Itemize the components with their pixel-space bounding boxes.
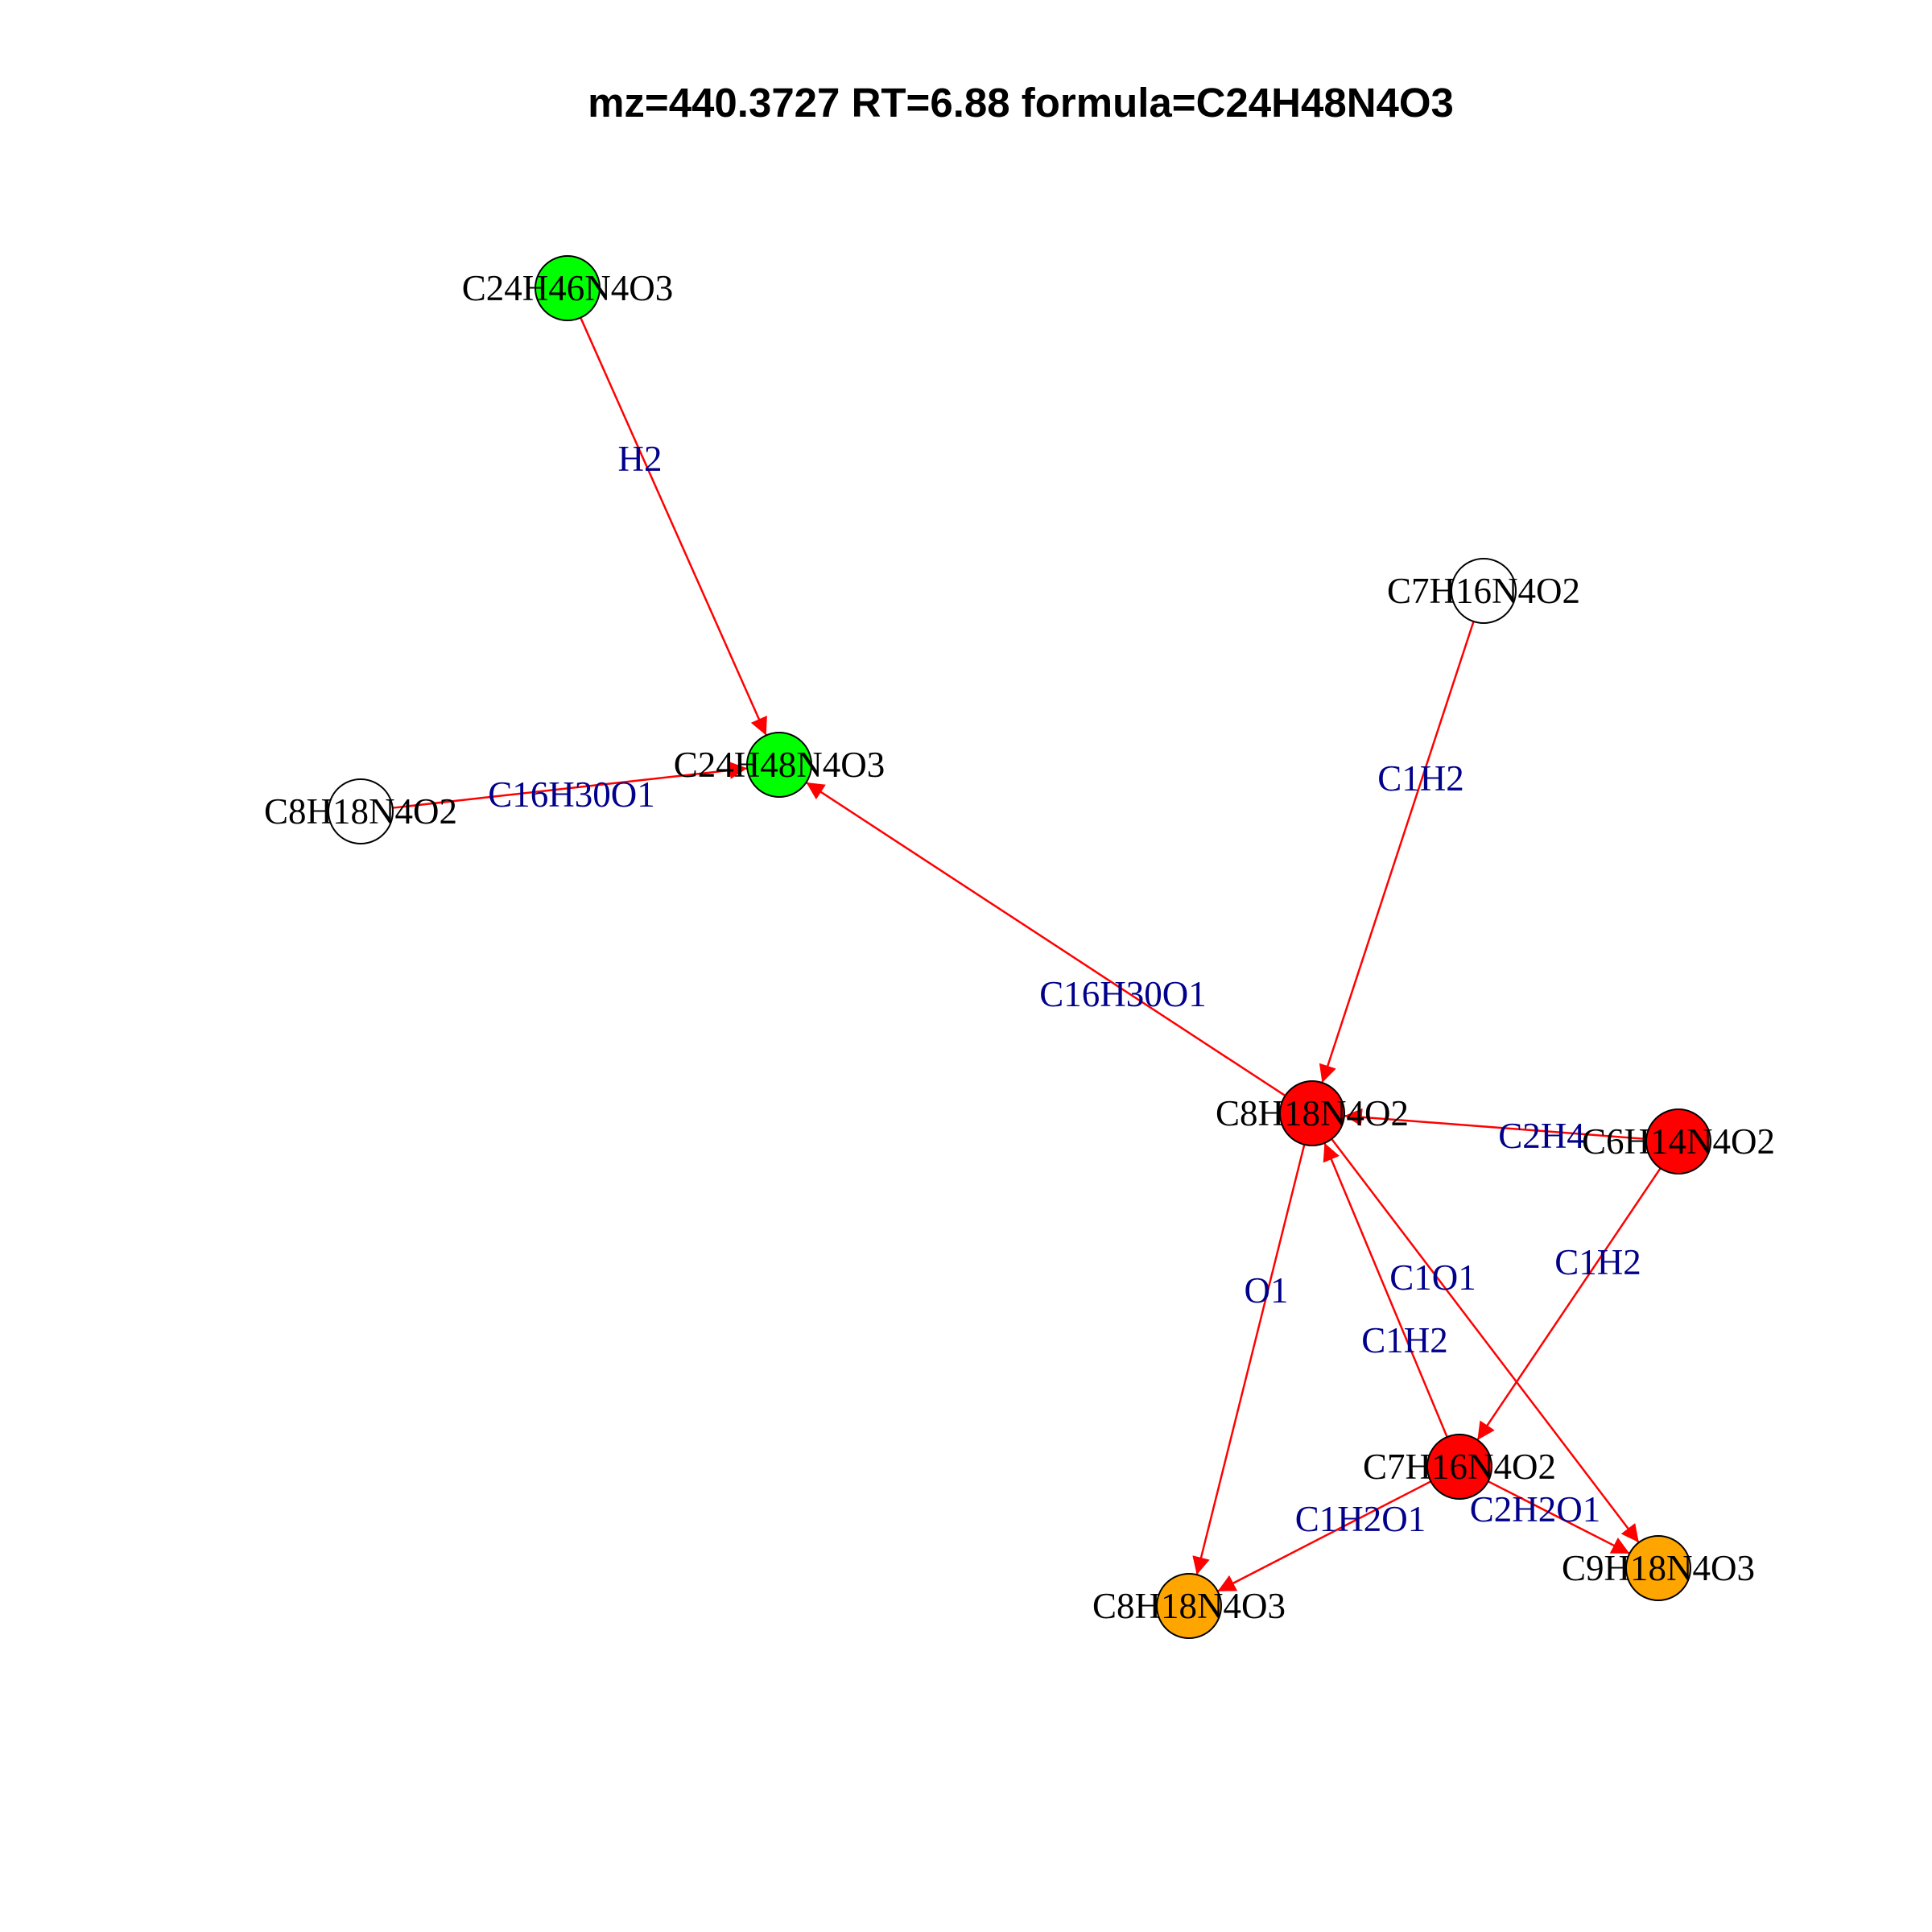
node-circle — [1426, 1434, 1492, 1500]
node-n8[interactable]: C8H18N4O3 — [1092, 1573, 1286, 1639]
edge-label: C1H2 — [1361, 1320, 1448, 1360]
node-n2[interactable]: C24H48N4O3 — [674, 732, 886, 798]
node-label: C8H18N4O2 — [1216, 1093, 1409, 1133]
node-circle — [1645, 1108, 1711, 1174]
node-n1[interactable]: C24H46N4O3 — [462, 255, 674, 321]
edge-label: C16H30O1 — [488, 774, 655, 815]
edge-n5-n8 — [1192, 1144, 1306, 1575]
node-label: C7H16N4O2 — [1387, 571, 1580, 611]
node-n7[interactable]: C7H16N4O2 — [1363, 1434, 1556, 1500]
node-n4[interactable]: C7H16N4O2 — [1387, 558, 1580, 624]
node-label: C24H48N4O3 — [674, 745, 886, 785]
node-label: C9H18N4O3 — [1562, 1548, 1755, 1588]
diagram-title: mz=440.3727 RT=6.88 formula=C24H48N4O3 — [588, 80, 1454, 126]
node-circle — [1451, 558, 1517, 624]
edge-n7-n9 — [1488, 1480, 1630, 1554]
node-circle — [746, 732, 812, 798]
node-circle — [535, 255, 601, 321]
node-n3[interactable]: C8H18N4O2 — [264, 778, 457, 844]
edge-n1-n2 — [580, 317, 767, 736]
edge-n6-n7 — [1476, 1167, 1662, 1441]
edge-label: C16H30O1 — [1039, 974, 1207, 1014]
edge-label: O1 — [1245, 1270, 1289, 1311]
edge-n7-n5 — [1323, 1142, 1448, 1438]
node-circle — [328, 778, 394, 844]
edge-n7-n8 — [1216, 1480, 1432, 1592]
edge-n6-n5 — [1344, 1108, 1647, 1141]
edge-label: C1H2 — [1377, 758, 1464, 799]
edges-layer — [392, 317, 1662, 1592]
edge-label: C1O1 — [1389, 1257, 1476, 1298]
node-n9[interactable]: C9H18N4O3 — [1562, 1535, 1755, 1601]
edge-n4-n5 — [1319, 621, 1475, 1084]
node-label: C8H18N4O2 — [264, 791, 457, 832]
node-label: C6H14N4O2 — [1582, 1121, 1775, 1162]
edge-label: C2H2O1 — [1470, 1489, 1601, 1530]
node-n6[interactable]: C6H14N4O2 — [1582, 1108, 1775, 1174]
edge-n3-n2 — [392, 761, 748, 809]
nodes-layer: C24H46N4O3 C24H48N4O3 C8H18N4O2 C7H16N4O2 C8… — [264, 255, 1775, 1639]
node-n5[interactable]: C8H18N4O2 — [1216, 1080, 1409, 1146]
node-label: C7H16N4O2 — [1363, 1447, 1556, 1487]
edge-n5-n2 — [805, 781, 1286, 1097]
edge-label: C1H2O1 — [1295, 1499, 1426, 1539]
node-label: C24H46N4O3 — [462, 268, 674, 308]
edge-label: C1H2 — [1554, 1242, 1641, 1282]
node-circle — [1279, 1080, 1345, 1146]
node-label: C8H18N4O3 — [1092, 1586, 1286, 1626]
node-circle — [1625, 1535, 1691, 1601]
node-circle — [1156, 1573, 1222, 1639]
edge-n5-n9 — [1331, 1138, 1640, 1543]
edge-label: C2H4 — [1498, 1116, 1585, 1156]
edge-label: H2 — [618, 439, 663, 479]
